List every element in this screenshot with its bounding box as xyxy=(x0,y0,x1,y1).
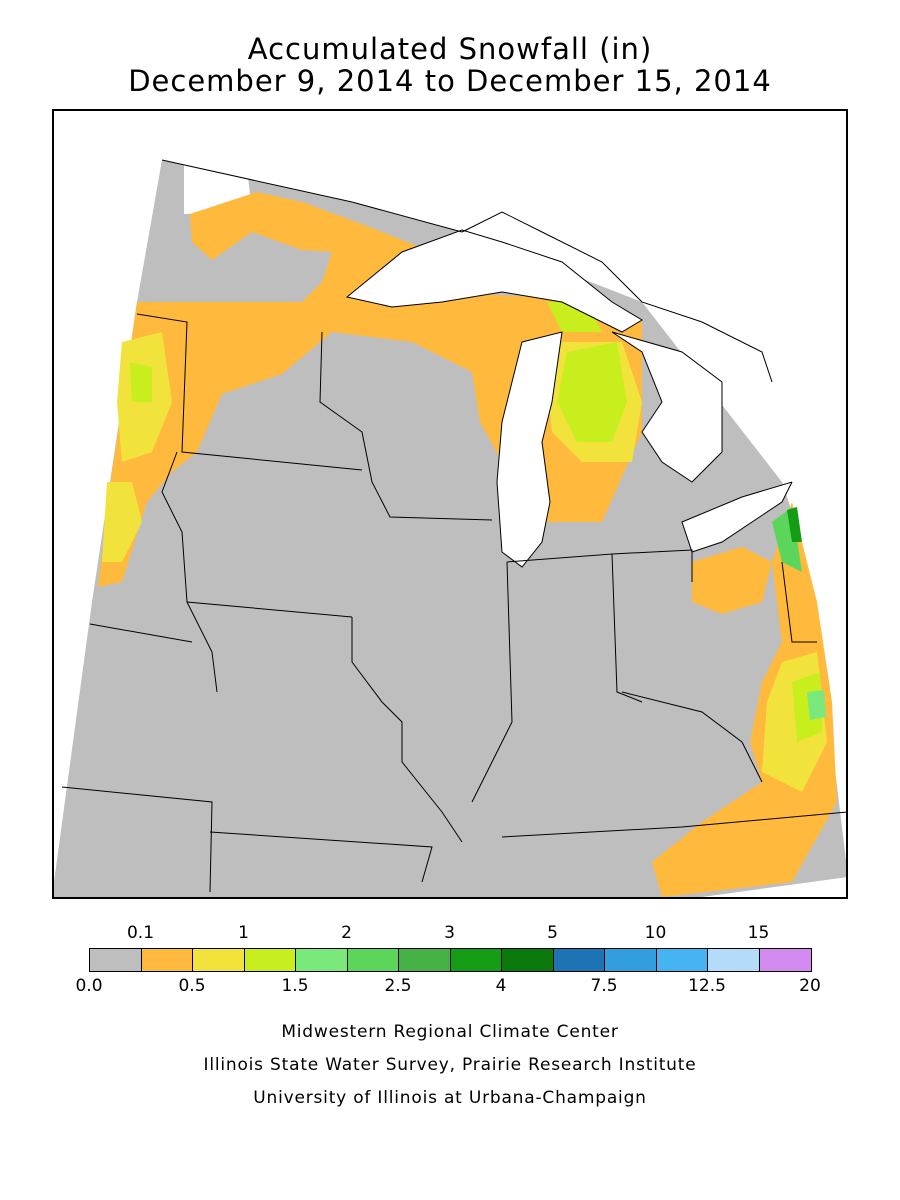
legend-tick-top: 1 xyxy=(238,923,249,943)
legend-swatch xyxy=(708,949,760,971)
legend-swatch xyxy=(656,949,708,971)
map-date-range: December 9, 2014 to December 15, 2014 xyxy=(128,64,772,98)
legend-swatch xyxy=(399,949,451,971)
credit-isws: Illinois State Water Survey, Prairie Res… xyxy=(203,1055,697,1075)
snow-area-lime-wv xyxy=(792,672,822,742)
snow-area-darkgreen-pa xyxy=(787,507,802,542)
legend-tick-bottom: 2.5 xyxy=(384,976,412,996)
state-borders xyxy=(61,159,846,893)
lake-michigan xyxy=(496,331,563,568)
legend-swatch xyxy=(141,949,193,971)
legend-tick-top: 3 xyxy=(444,923,455,943)
legend-swatch xyxy=(759,949,811,971)
legend-tick-bottom: 0.5 xyxy=(178,976,206,996)
snow-area-appalachia xyxy=(652,502,837,897)
legend-tick-bottom: 20 xyxy=(799,976,821,996)
canada-shore xyxy=(461,211,773,383)
canada-area xyxy=(352,112,846,482)
snow-area-green-wv xyxy=(807,690,826,720)
snow-area-lime-west xyxy=(130,362,152,402)
legend-swatch xyxy=(90,949,142,971)
legend-swatch xyxy=(296,949,348,971)
legend-tick-bottom: 4 xyxy=(495,976,507,996)
legend-swatch xyxy=(244,949,296,971)
legend-color-bar xyxy=(89,948,812,972)
legend-tick-top: 15 xyxy=(747,923,770,943)
snow-area-yellow-west-2 xyxy=(102,482,142,562)
snowfall-map xyxy=(54,112,846,897)
legend-swatch xyxy=(502,949,554,971)
legend-swatch xyxy=(347,949,399,971)
legend-tick-top: 10 xyxy=(644,923,667,943)
snow-area-lime-michigan xyxy=(557,342,627,442)
legend-tick-top: 0.1 xyxy=(126,923,155,943)
legend-swatch xyxy=(605,949,657,971)
map-title: Accumulated Snowfall (in) xyxy=(247,32,653,66)
legend-tick-top: 2 xyxy=(341,923,352,943)
credit-mrcc: Midwestern Regional Climate Center xyxy=(281,1022,619,1042)
legend-tick-bottom: 7.5 xyxy=(590,976,618,996)
legend-tick-bottom: 0.0 xyxy=(75,976,103,996)
snow-area-west-ohio xyxy=(692,547,772,614)
legend-swatch xyxy=(193,949,245,971)
legend-tick-bottom: 12.5 xyxy=(688,976,726,996)
legend-swatch xyxy=(553,949,605,971)
credit-uiuc: University of Illinois at Urbana-Champai… xyxy=(253,1088,647,1108)
lake-huron xyxy=(611,331,723,483)
legend-tick-top: 5 xyxy=(547,923,558,943)
legend-tick-bottom: 1.5 xyxy=(281,976,309,996)
lake-superior xyxy=(345,229,643,333)
legend-swatch xyxy=(450,949,502,971)
map-frame xyxy=(52,109,848,899)
